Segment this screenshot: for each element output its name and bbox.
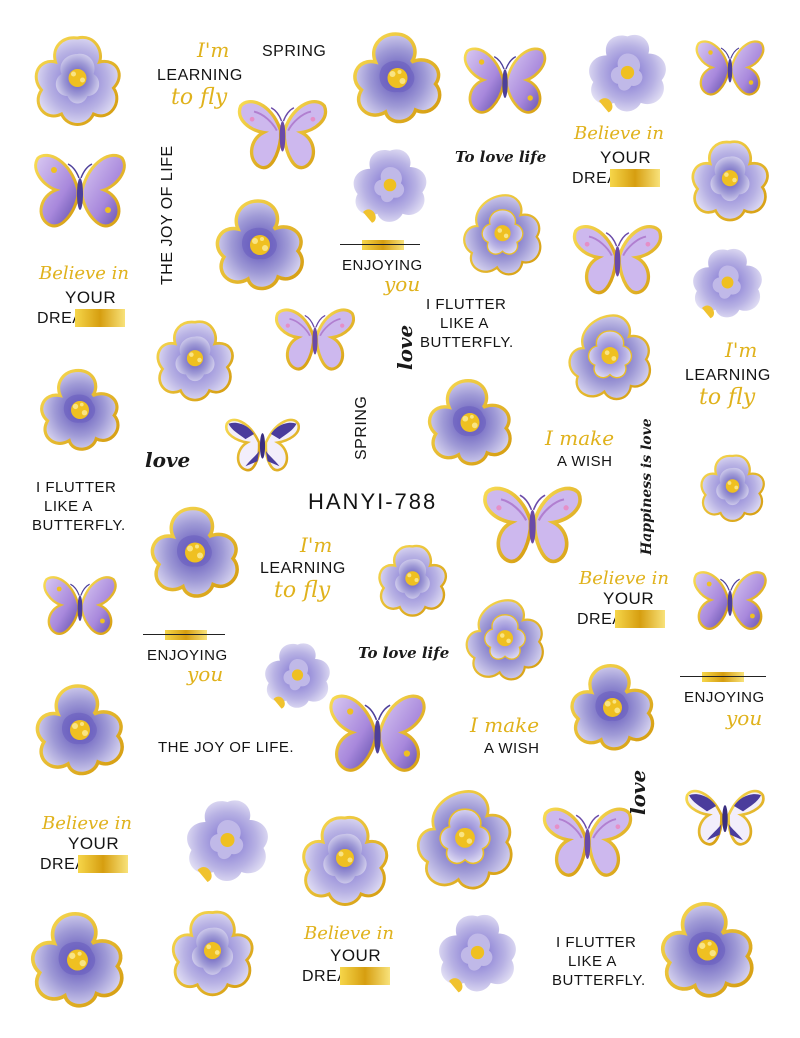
believe-sticker: Believe in YOUR DREA xyxy=(40,813,132,873)
butterfly-sticker xyxy=(224,418,301,472)
gold-foil-bar xyxy=(165,630,207,640)
gold-foil-bar xyxy=(615,610,665,628)
believe-sticker: Believe in YOUR DREA xyxy=(302,923,394,985)
gold-foil-bar xyxy=(362,240,404,250)
happiness-text: Happiness is love xyxy=(639,418,655,555)
enjoying-sticker: ENJOYING you xyxy=(680,672,775,737)
flower-sticker xyxy=(568,314,652,401)
butterfly-sticker xyxy=(34,153,126,228)
butterfly-sticker xyxy=(693,571,767,630)
flower-sticker xyxy=(700,454,765,522)
gold-foil-bar xyxy=(702,672,744,682)
flower-sticker xyxy=(463,194,542,276)
flower-sticker xyxy=(589,34,666,113)
butterfly-sticker xyxy=(483,486,582,564)
flower-sticker xyxy=(465,599,544,681)
flower-sticker xyxy=(660,901,754,998)
butterfly-sticker xyxy=(463,47,547,114)
flower-sticker xyxy=(302,815,389,906)
butterfly-sticker xyxy=(695,40,765,96)
wish-sticker: I make A WISH xyxy=(545,426,615,470)
butterfly-sticker xyxy=(542,807,633,877)
to-love-life-text: To love life xyxy=(358,644,450,662)
learning-sticker: I'm LEARNING to fly xyxy=(685,338,771,410)
flower-sticker xyxy=(35,684,124,776)
flower-sticker xyxy=(215,199,304,291)
joy-of-life-text: THE JOY OF LIFE. xyxy=(158,739,295,756)
flower-sticker xyxy=(30,911,124,1008)
butterfly-sticker xyxy=(329,694,426,772)
flower-sticker xyxy=(416,790,513,890)
flower-sticker xyxy=(156,320,234,402)
believe-sticker: Believe in YOUR DREA xyxy=(577,568,669,628)
love-text: love xyxy=(626,769,650,815)
divider-line xyxy=(143,634,225,635)
divider-line xyxy=(680,676,766,677)
divider-line xyxy=(340,244,420,245)
butterfly-sticker xyxy=(572,224,663,295)
joy-of-life-text: THE JOY OF LIFE xyxy=(159,145,176,285)
flower-sticker xyxy=(570,664,655,751)
learning-sticker: I'm LEARNING to fly xyxy=(260,533,346,603)
learning-sticker: I'm LEARNING to fly xyxy=(157,38,243,110)
enjoying-sticker: ENJOYING you xyxy=(340,240,425,300)
flutter-sticker: I FLUTTER LIKE A BUTTERFLY. xyxy=(552,934,646,989)
flower-sticker xyxy=(378,544,448,617)
to-love-life-text: To love life xyxy=(455,148,547,166)
gold-foil-bar xyxy=(78,855,128,873)
butterfly-sticker xyxy=(685,789,765,846)
flower-sticker xyxy=(427,379,512,466)
gold-foil-bar xyxy=(75,309,125,327)
product-code: HANYI-788 xyxy=(308,489,438,514)
gold-foil-bar xyxy=(610,169,660,187)
wish-sticker: I make A WISH xyxy=(470,713,540,757)
flower-sticker xyxy=(171,910,254,997)
flower-sticker xyxy=(353,32,442,124)
spring-text: SPRING xyxy=(262,43,327,60)
butterfly-sticker xyxy=(275,308,355,371)
flower-sticker xyxy=(34,35,121,126)
believe-sticker: Believe in YOUR DREA xyxy=(37,263,129,327)
gold-foil-bar xyxy=(340,967,390,985)
butterfly-sticker xyxy=(43,576,117,635)
love-text: love xyxy=(145,448,191,472)
butterfly-sticker xyxy=(237,99,328,170)
flower-sticker xyxy=(150,506,239,598)
believe-sticker: Believe in YOUR DREA xyxy=(572,123,664,187)
spring-text: SPRING xyxy=(353,395,370,460)
love-text: love xyxy=(393,324,417,370)
flutter-sticker: I FLUTTER LIKE A BUTTERFLY. xyxy=(420,296,514,351)
enjoying-sticker: ENJOYING you xyxy=(143,630,233,690)
flower-sticker xyxy=(693,248,762,319)
flower-sticker xyxy=(353,149,427,223)
flower-sticker xyxy=(691,140,769,222)
flower-sticker xyxy=(439,914,516,993)
flower-sticker xyxy=(40,368,120,451)
flower-sticker xyxy=(187,800,268,882)
flutter-sticker: I FLUTTER LIKE A BUTTERFLY. xyxy=(32,479,126,534)
